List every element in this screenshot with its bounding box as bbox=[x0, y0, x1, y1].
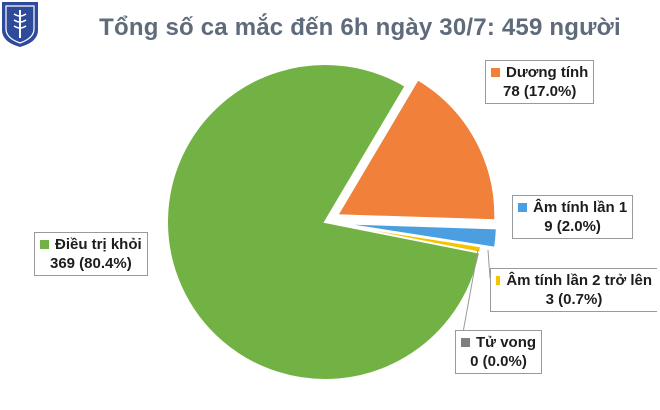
slice-value: 369 (80.4%) bbox=[49, 255, 132, 272]
ministry-of-health-logo bbox=[2, 2, 38, 47]
slice-name: Âm tính lần 2 trở lên bbox=[506, 272, 652, 289]
chart-title: Tổng số ca mắc đến 6h ngày 30/7: 459 ngư… bbox=[99, 14, 621, 41]
data-label-tu-vong: Tử vong 0 (0.0%) bbox=[455, 330, 543, 374]
pie-slice bbox=[335, 77, 497, 222]
data-label-dieu-tri-khoi: Điều trị khỏi 369 (80.4%) bbox=[34, 232, 148, 276]
slice-name: Âm tính lần 1 bbox=[533, 199, 628, 216]
legend-swatch bbox=[40, 240, 49, 249]
slice-value: 9 (2.0%) bbox=[544, 218, 601, 235]
legend-swatch bbox=[491, 68, 500, 77]
legend-swatch bbox=[496, 276, 501, 285]
slice-value: 0 (0.0%) bbox=[470, 353, 527, 370]
leader-line bbox=[461, 249, 479, 339]
slice-value: 78 (17.0%) bbox=[502, 83, 577, 100]
pie-slice bbox=[166, 63, 482, 381]
slice-name: Dương tính bbox=[506, 64, 589, 81]
slice-name: Điều trị khỏi bbox=[55, 236, 142, 253]
leader-line bbox=[487, 249, 491, 279]
data-label-duong-tinh: Dương tính 78 (17.0%) bbox=[485, 60, 595, 104]
slice-value: 3 (0.7%) bbox=[545, 291, 603, 308]
legend-swatch bbox=[461, 338, 470, 347]
slice-name: Tử vong bbox=[476, 334, 537, 351]
legend-swatch bbox=[518, 203, 527, 212]
data-label-am-tinh-lan-2: Âm tính lần 2 trở lên 3 (0.7%) bbox=[490, 268, 657, 312]
data-label-am-tinh-lan-1: Âm tính lần 1 9 (2.0%) bbox=[512, 195, 634, 239]
